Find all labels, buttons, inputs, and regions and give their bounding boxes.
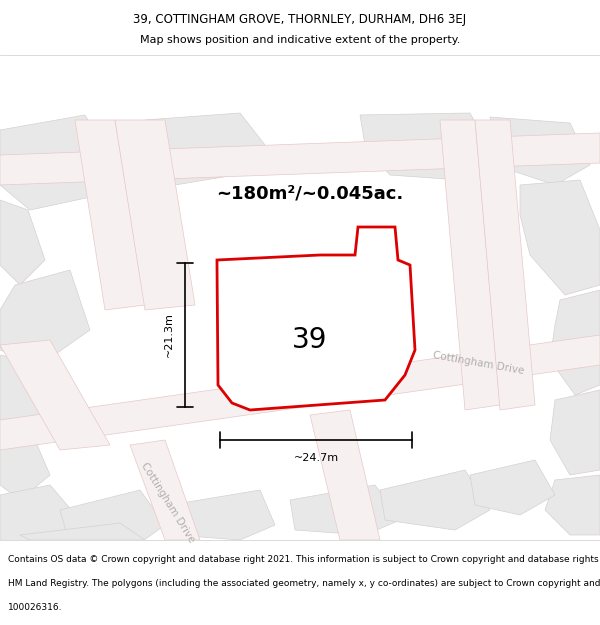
Polygon shape [115, 120, 195, 310]
Text: Map shows position and indicative extent of the property.: Map shows position and indicative extent… [140, 35, 460, 45]
Polygon shape [440, 120, 500, 410]
Polygon shape [0, 355, 65, 440]
Polygon shape [0, 485, 80, 545]
Polygon shape [0, 133, 600, 185]
Polygon shape [0, 340, 110, 450]
Text: 100026316.: 100026316. [8, 604, 62, 612]
Text: Cottingham Drive: Cottingham Drive [431, 350, 524, 376]
Polygon shape [380, 470, 490, 530]
Text: Cottingham Drive: Cottingham Drive [139, 461, 197, 545]
Polygon shape [217, 227, 415, 410]
Polygon shape [490, 117, 590, 185]
Polygon shape [130, 440, 200, 540]
Polygon shape [75, 120, 145, 310]
Polygon shape [0, 115, 110, 210]
Polygon shape [20, 523, 145, 540]
Polygon shape [0, 440, 50, 500]
Polygon shape [545, 475, 600, 535]
Text: ~24.7m: ~24.7m [293, 453, 338, 463]
Polygon shape [470, 460, 555, 515]
Polygon shape [520, 180, 600, 295]
Text: 39: 39 [292, 326, 328, 354]
Text: ~21.3m: ~21.3m [164, 312, 174, 358]
Polygon shape [475, 120, 535, 410]
Polygon shape [0, 200, 45, 285]
Polygon shape [60, 490, 165, 550]
Polygon shape [360, 113, 490, 180]
Polygon shape [145, 113, 265, 185]
Text: Contains OS data © Crown copyright and database right 2021. This information is : Contains OS data © Crown copyright and d… [8, 555, 600, 564]
Polygon shape [550, 390, 600, 475]
Polygon shape [170, 490, 275, 540]
Polygon shape [550, 290, 600, 395]
Polygon shape [290, 485, 400, 535]
Text: ~180m²/~0.045ac.: ~180m²/~0.045ac. [217, 184, 404, 202]
Polygon shape [0, 335, 600, 450]
Text: HM Land Registry. The polygons (including the associated geometry, namely x, y c: HM Land Registry. The polygons (includin… [8, 579, 600, 588]
Polygon shape [310, 410, 380, 540]
Text: 39, COTTINGHAM GROVE, THORNLEY, DURHAM, DH6 3EJ: 39, COTTINGHAM GROVE, THORNLEY, DURHAM, … [133, 14, 467, 26]
Polygon shape [0, 270, 90, 365]
